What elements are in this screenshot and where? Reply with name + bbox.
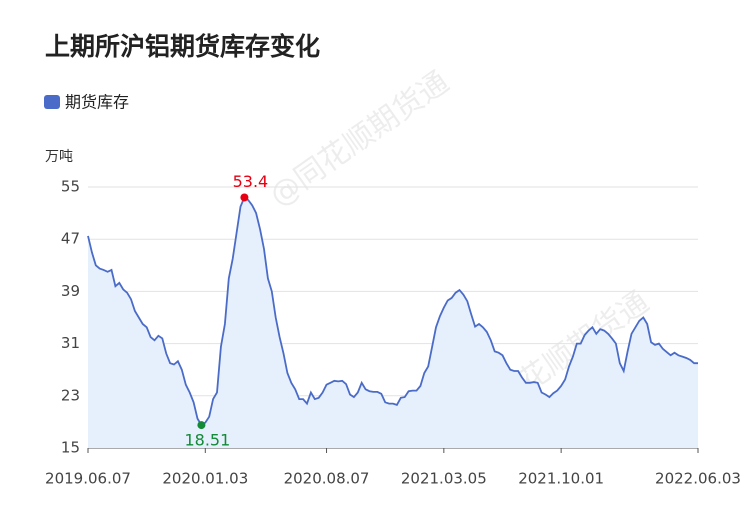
extreme-point xyxy=(197,421,206,430)
y-unit: 万吨 xyxy=(45,149,73,165)
x-tick-label: 2021.03.05 xyxy=(401,470,487,488)
y-tick-label: 31 xyxy=(61,334,80,352)
x-tick-label: 2022.06.03 xyxy=(655,470,741,488)
data-label: 53.4 xyxy=(233,172,269,191)
y-tick-label: 23 xyxy=(61,386,80,404)
y-tick-label: 47 xyxy=(61,230,80,248)
legend-swatch xyxy=(44,95,60,109)
y-tick-label: 55 xyxy=(61,178,80,196)
data-label: 18.51 xyxy=(184,431,230,450)
x-tick-label: 2019.06.07 xyxy=(45,470,131,488)
y-tick-label: 39 xyxy=(61,282,80,300)
y-tick-label: 15 xyxy=(61,439,80,457)
chart-title: 上期所沪铝期货库存变化 xyxy=(45,32,320,61)
extreme-point xyxy=(240,193,249,202)
line xyxy=(87,196,698,427)
legend-label: 期货库存 xyxy=(65,93,129,112)
x-tick-label: 2020.08.07 xyxy=(284,470,370,488)
area xyxy=(88,197,698,448)
x-tick-label: 2021.10.01 xyxy=(518,470,604,488)
watermark: @同花顺期货通 xyxy=(263,65,455,214)
x-tick-label: 2020.01.03 xyxy=(162,470,248,488)
